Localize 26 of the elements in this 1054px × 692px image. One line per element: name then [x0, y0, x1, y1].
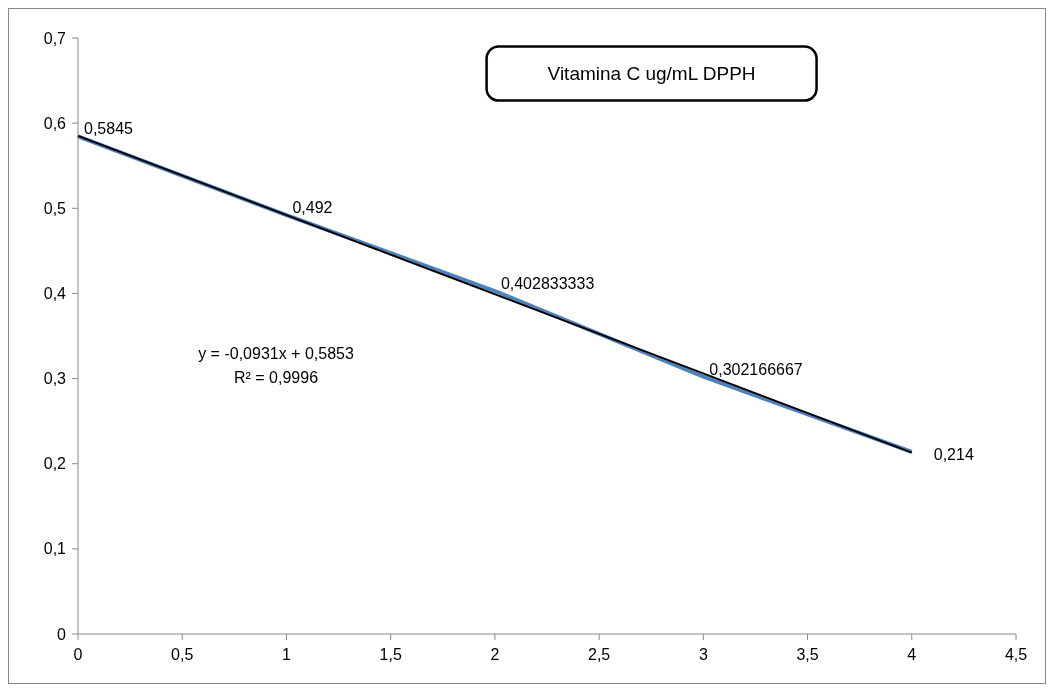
y-tick-label: 0,1 — [43, 540, 67, 558]
data-label: 0,214 — [933, 445, 974, 463]
x-tick-label: 1,5 — [379, 646, 402, 663]
x-tick-label: 3 — [698, 646, 708, 663]
text: Vitamina C ug/mL DPPH — [547, 63, 756, 85]
annotation: R² = 0,9996 — [233, 368, 319, 386]
x-tick-label: 3,5 — [796, 646, 819, 663]
annotation: y = -0,0931x + 0,5853 — [198, 344, 354, 362]
y-tick-label: 0,2 — [43, 455, 67, 473]
y-tick-label: 0,5 — [43, 199, 67, 217]
y-tick-label: 0,3 — [43, 370, 67, 388]
x-tick-label: 2,5 — [587, 646, 611, 663]
y-tick-label: 0 — [57, 625, 67, 643]
x-tick-label: 1 — [281, 646, 291, 663]
y-tick-label: 0,6 — [43, 114, 67, 132]
x-tick-label: 0,5 — [171, 646, 194, 663]
data-label: 0,402833333 — [500, 275, 595, 293]
y-tick-label: 0,7 — [43, 29, 67, 47]
data-label: 0,492 — [292, 199, 333, 217]
x-tick-label: 4 — [907, 646, 917, 663]
y-tick-label: 0,4 — [43, 285, 67, 303]
x-tick-label: 2 — [490, 646, 500, 663]
data-label: 0,5845 — [84, 120, 134, 138]
x-tick-label: 4,5 — [1004, 646, 1028, 663]
data-label: 0,302166667 — [709, 360, 803, 378]
x-tick-label: 0 — [73, 646, 83, 663]
